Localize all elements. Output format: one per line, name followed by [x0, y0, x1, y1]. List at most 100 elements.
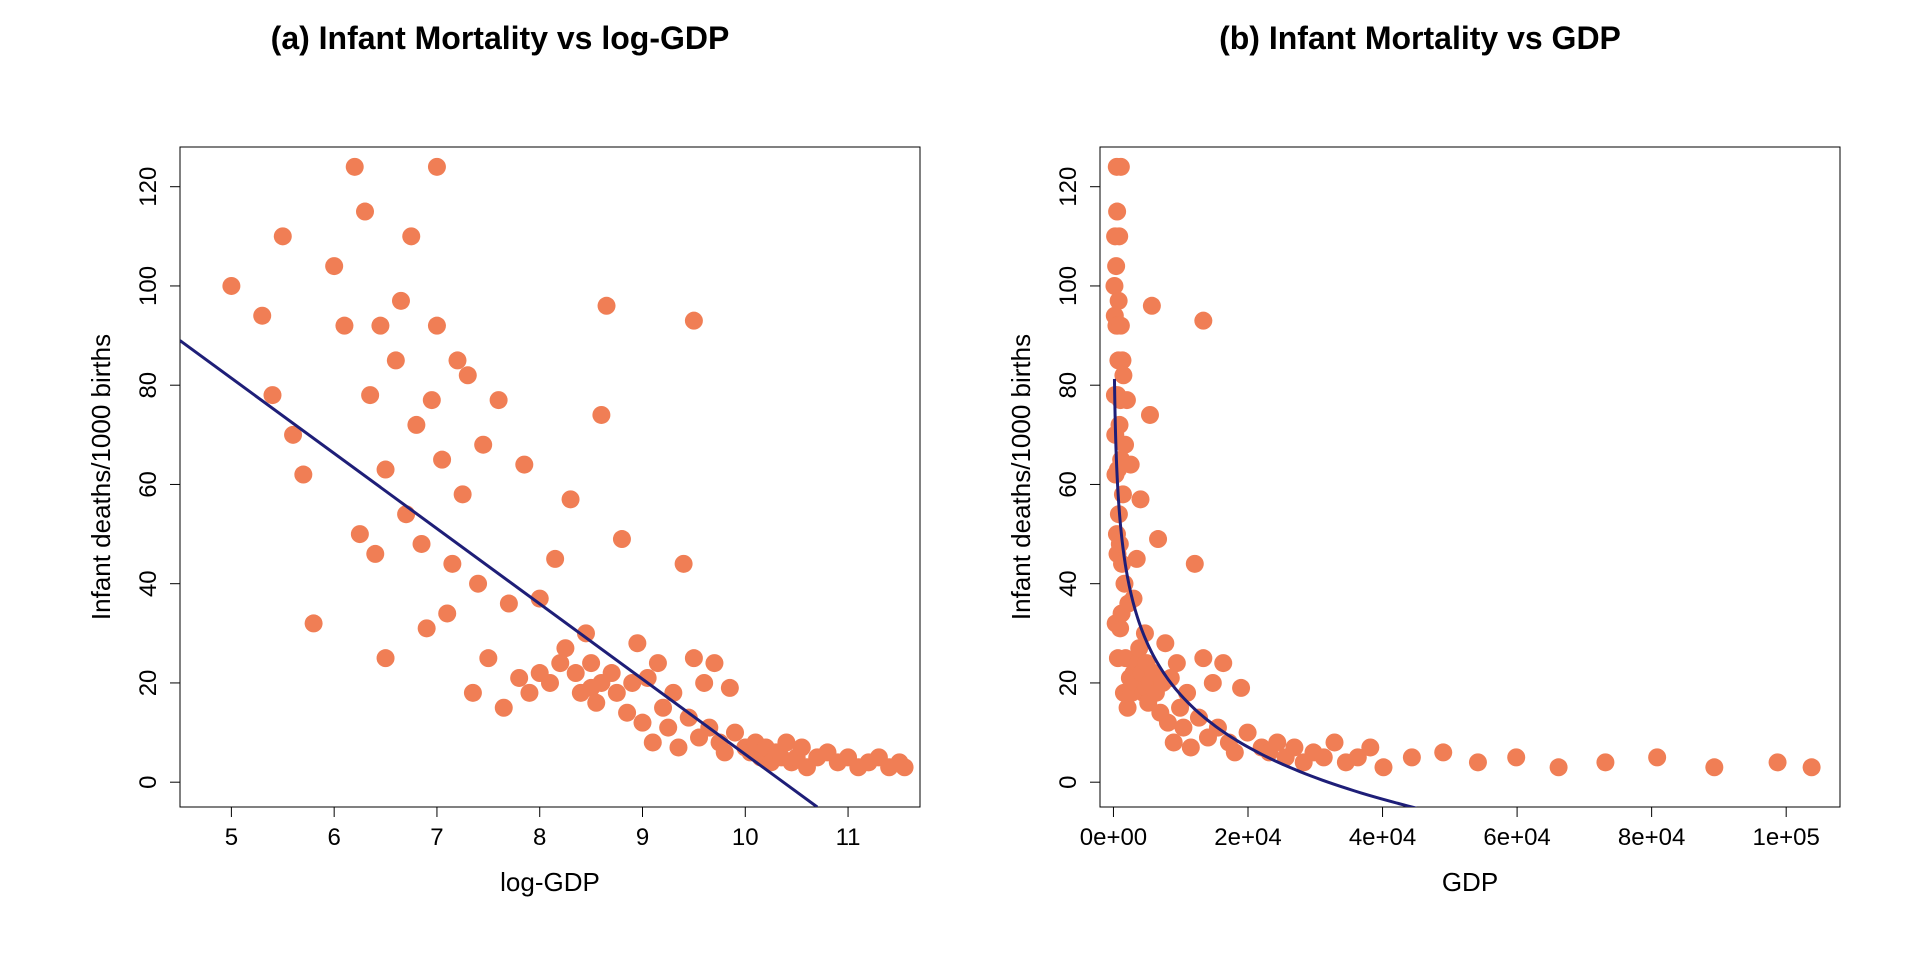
data-point — [587, 694, 605, 712]
data-point — [1469, 753, 1487, 771]
data-point — [377, 649, 395, 667]
y-axis-label: Infant deaths/1000 births — [1006, 334, 1036, 620]
panel-b-svg: 0e+002e+044e+046e+048e+041e+050204060801… — [970, 67, 1870, 940]
data-point — [556, 639, 574, 657]
data-point — [644, 733, 662, 751]
data-point — [1143, 297, 1161, 315]
data-point — [356, 203, 374, 221]
x-tick-label: 2e+04 — [1214, 824, 1281, 851]
data-point — [418, 619, 436, 637]
y-tick-label: 80 — [135, 372, 162, 399]
data-point — [793, 738, 811, 756]
data-point — [469, 575, 487, 593]
data-point — [392, 292, 410, 310]
data-point — [407, 416, 425, 434]
data-point — [1122, 456, 1140, 474]
data-point — [423, 391, 441, 409]
data-point — [366, 545, 384, 563]
y-tick-label: 100 — [1055, 266, 1082, 306]
x-tick-label: 0e+00 — [1080, 824, 1147, 851]
data-point — [675, 555, 693, 573]
data-point — [598, 297, 616, 315]
data-point — [1107, 257, 1125, 275]
data-point — [438, 604, 456, 622]
y-tick-label: 0 — [1055, 776, 1082, 789]
data-point — [1174, 719, 1192, 737]
data-point — [1110, 292, 1128, 310]
y-tick-label: 40 — [135, 570, 162, 597]
data-point — [253, 307, 271, 325]
panel-b-title: (b) Infant Mortality vs GDP — [1219, 20, 1621, 57]
data-point — [464, 684, 482, 702]
x-tick-label: 6 — [327, 824, 340, 851]
data-point — [608, 684, 626, 702]
data-point — [325, 257, 343, 275]
data-point — [659, 719, 677, 737]
data-point — [1326, 733, 1344, 751]
data-point — [896, 758, 914, 776]
y-tick-label: 80 — [1055, 372, 1082, 399]
data-point — [1110, 227, 1128, 245]
data-point — [377, 461, 395, 479]
data-point — [500, 595, 518, 613]
data-point — [695, 674, 713, 692]
data-point — [428, 317, 446, 335]
data-point — [777, 733, 795, 751]
data-point — [1186, 555, 1204, 573]
data-point — [546, 550, 564, 568]
x-tick-label: 5 — [225, 824, 238, 851]
data-point — [495, 699, 513, 717]
data-point — [1128, 550, 1146, 568]
data-point — [721, 679, 739, 697]
y-axis-label: Infant deaths/1000 births — [86, 334, 116, 620]
data-point — [361, 386, 379, 404]
panel-b: (b) Infant Mortality vs GDP 0e+00 2e+04 4e… — [960, 20, 1880, 940]
data-point — [428, 158, 446, 176]
data-point — [1648, 748, 1666, 766]
data-point — [1550, 758, 1568, 776]
data-point — [510, 669, 528, 687]
y-tick-label: 60 — [1055, 471, 1082, 498]
x-tick-label: 8 — [533, 824, 546, 851]
data-point — [582, 654, 600, 672]
data-point — [1803, 758, 1821, 776]
data-point — [351, 525, 369, 543]
panel-a-svg: 567891011020406080100120log-GDPInfant de… — [50, 67, 950, 940]
data-point — [387, 351, 405, 369]
data-point — [443, 555, 461, 573]
x-axis-label: log-GDP — [500, 867, 600, 897]
x-tick-label: 4e+04 — [1349, 824, 1416, 851]
plot-box — [180, 147, 920, 807]
y-tick-label: 120 — [1055, 167, 1082, 207]
data-point — [705, 654, 723, 672]
data-point — [274, 227, 292, 245]
data-point — [1226, 743, 1244, 761]
y-tick-label: 120 — [135, 167, 162, 207]
data-point — [294, 466, 312, 484]
data-point — [222, 277, 240, 295]
data-point — [335, 317, 353, 335]
data-point — [1214, 654, 1232, 672]
figure-container: (a) Infant Mortality vs log-GDP 56789101… — [0, 0, 1920, 960]
data-point — [413, 535, 431, 553]
data-point — [1434, 743, 1452, 761]
data-point — [541, 674, 559, 692]
x-tick-label: 8e+04 — [1618, 824, 1685, 851]
x-tick-label: 6e+04 — [1483, 824, 1550, 851]
data-point — [264, 386, 282, 404]
panel-a: (a) Infant Mortality vs log-GDP 56789101… — [40, 20, 960, 940]
data-point — [628, 634, 646, 652]
data-point — [1114, 366, 1132, 384]
data-point — [1507, 748, 1525, 766]
x-tick-label: 10 — [732, 824, 759, 851]
data-point — [562, 490, 580, 508]
data-point — [654, 699, 672, 717]
data-point — [1403, 748, 1421, 766]
data-point — [1118, 391, 1136, 409]
data-point — [397, 505, 415, 523]
data-point — [1156, 634, 1174, 652]
data-point — [1194, 649, 1212, 667]
data-point — [613, 530, 631, 548]
data-point — [1112, 158, 1130, 176]
data-point — [1141, 406, 1159, 424]
